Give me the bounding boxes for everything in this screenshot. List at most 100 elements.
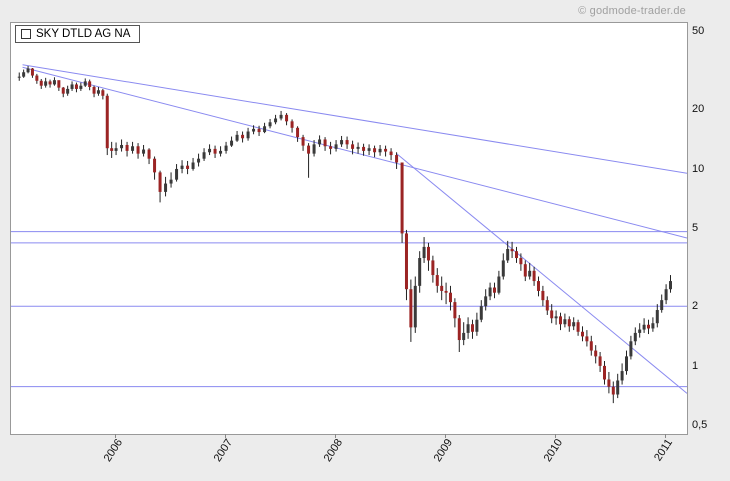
x-tick-mark [665,434,667,438]
candle-body [318,139,322,145]
candle-body [263,126,267,133]
candle-body [506,249,510,261]
candle-body [22,72,26,77]
candle-body [279,114,283,119]
x-tick-label-text: 2010 [541,437,566,465]
candle-body [413,285,417,328]
candle-body [642,324,646,330]
candle-body [186,165,190,169]
candle-body [638,329,642,333]
candle-body [66,88,70,94]
y-tick-label: 20 [692,103,705,116]
candle-body [35,75,39,81]
y-tick-label: 50 [692,24,705,37]
candle-body [422,246,426,259]
candle-body [620,371,624,381]
candle-body [598,356,602,366]
candle-body [224,145,228,151]
candle-body [629,341,633,357]
legend: SKY DTLD AG NA [15,25,141,43]
candlestick-series [17,65,672,404]
candle-body [92,86,96,94]
candle-body [435,275,439,286]
candle-body [208,148,212,153]
candle-body [444,290,448,293]
x-tick-mark [445,434,447,438]
candle-body [312,144,316,154]
candle-body [153,158,157,173]
candle-body [334,144,338,149]
legend-symbol-label: SKY DTLD AG NA [36,28,131,40]
candle-body [585,336,589,342]
candle-body [362,146,366,151]
candle-body [57,80,61,88]
candle-body [567,319,571,327]
candle-body [110,148,114,151]
candle-body [301,137,305,146]
candle-body [426,246,430,261]
candle-body [541,290,545,301]
trendline [396,153,687,394]
x-tick-mark [115,434,117,438]
candle-body [351,144,355,149]
candle-body [523,264,527,277]
candle-body [268,122,272,127]
candle-body [158,172,162,192]
x-tick-mark [555,434,557,438]
candle-body [79,85,83,89]
x-tick-label-text: 2006 [101,437,126,465]
candle-body [235,134,239,141]
candle-body [136,146,140,154]
candle-body [440,285,444,291]
candle-body [484,296,488,307]
candle-body [395,155,399,163]
candle-body [246,131,250,139]
x-tick-label-text: 2007 [211,437,236,465]
candle-body [488,287,492,297]
candle-body [448,292,452,303]
candle-body [576,322,580,332]
candle-body [384,148,388,152]
trendline [22,66,687,239]
candle-body [558,316,562,325]
candle-body [230,140,234,146]
candle-body [114,148,118,151]
candle-body [285,114,289,122]
candle-body [373,148,377,153]
candle-body [219,150,223,154]
candle-body [202,152,206,159]
candle-body [545,300,549,311]
candle-body [131,146,135,151]
candle-body [554,316,558,319]
candle-body [633,332,637,342]
candle-body [470,324,474,332]
candle-body [409,289,413,328]
trend-lines-group [22,64,687,394]
candle-body [164,183,168,192]
y-tick-label: 1 [692,359,699,372]
candle-body [83,81,87,86]
candle-body [125,144,129,151]
y-tick-label: 2 [692,300,699,313]
candle-body [88,81,92,87]
x-tick-label-text: 2009 [431,437,456,465]
trendline [22,64,687,174]
candle-body [404,233,408,290]
candle-body [501,260,505,277]
candle-body [607,379,611,387]
candle-body [169,179,173,184]
candle-body [616,380,620,395]
candle-body [197,158,201,163]
candle-body [660,300,664,311]
candle-body [147,149,151,159]
candle-body [175,168,179,180]
candle-body [389,151,393,156]
support-lines-group [11,231,687,388]
candle-body [120,144,124,149]
candle-body [70,84,74,89]
candle-body [213,148,217,154]
candle-body [52,80,56,85]
candle-body [329,146,333,149]
candle-body [340,140,344,145]
candle-body [96,90,100,94]
